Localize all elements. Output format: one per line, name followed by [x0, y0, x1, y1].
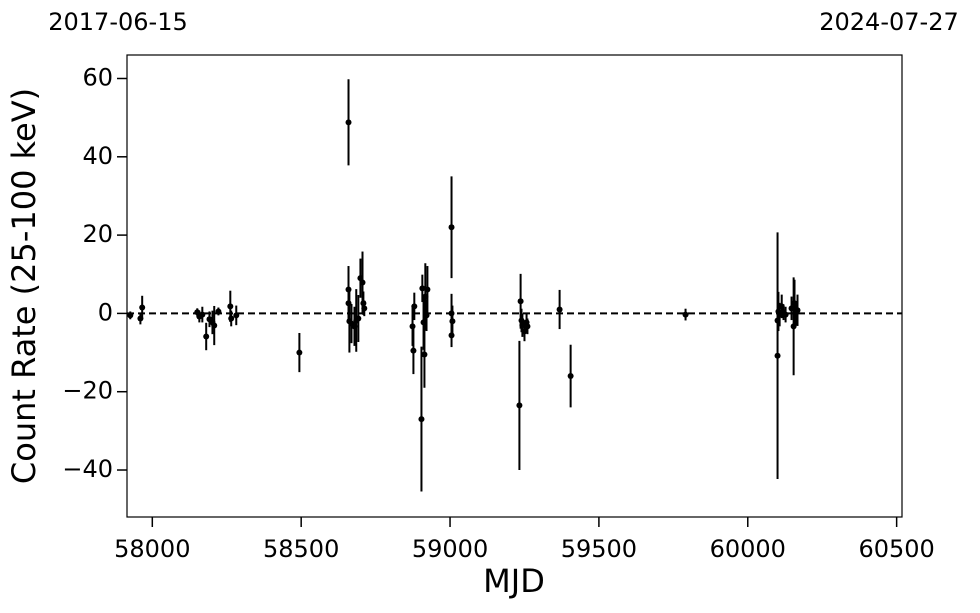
data-point: [199, 311, 206, 318]
data-point: [682, 311, 689, 318]
x-tick-label: 60500: [858, 535, 934, 563]
data-point: [359, 279, 366, 286]
data-point: [361, 305, 368, 312]
x-tick-label: 58000: [114, 535, 190, 563]
data-point: [516, 402, 523, 409]
data-point: [774, 352, 781, 359]
start-date: 2017-06-15: [48, 8, 187, 36]
data-point: [410, 347, 417, 354]
data-point: [448, 224, 455, 231]
y-tick-label: 60: [82, 63, 113, 91]
y-tick-label: −40: [62, 455, 113, 483]
x-tick-label: 59500: [561, 535, 637, 563]
data-point: [127, 312, 134, 319]
data-point: [355, 315, 362, 322]
data-point: [345, 119, 352, 126]
x-tick-label: 59000: [412, 535, 488, 563]
data-point: [419, 285, 426, 292]
data-point: [418, 416, 425, 423]
data-point: [794, 307, 801, 314]
data-point: [211, 322, 218, 329]
data-point: [424, 286, 431, 293]
data-point: [411, 303, 418, 310]
data-point: [567, 373, 574, 380]
data-point: [233, 312, 240, 319]
data-point: [449, 318, 456, 325]
data-point: [524, 323, 531, 330]
data-point: [228, 315, 235, 322]
x-tick-label: 60000: [710, 535, 786, 563]
data-point: [227, 303, 234, 310]
data-point: [423, 312, 430, 319]
y-tick-label: 20: [82, 220, 113, 248]
data-point: [421, 351, 428, 358]
plot-frame: [126, 54, 903, 518]
data-point: [215, 308, 222, 315]
y-axis-title: Count Rate (25-100 keV): [5, 88, 43, 484]
y-tick-label: 0: [98, 298, 113, 326]
end-date: 2024-07-27: [819, 8, 958, 36]
y-tick-label: 40: [82, 142, 113, 170]
data-point: [139, 304, 146, 311]
data-point: [203, 333, 210, 340]
data-point: [556, 306, 563, 313]
data-point: [517, 298, 524, 305]
x-tick-label: 58500: [263, 535, 339, 563]
data-point: [296, 349, 303, 356]
y-tick-label: −20: [62, 377, 113, 405]
x-axis-title: MJD: [483, 562, 545, 600]
data-point: [782, 311, 789, 318]
